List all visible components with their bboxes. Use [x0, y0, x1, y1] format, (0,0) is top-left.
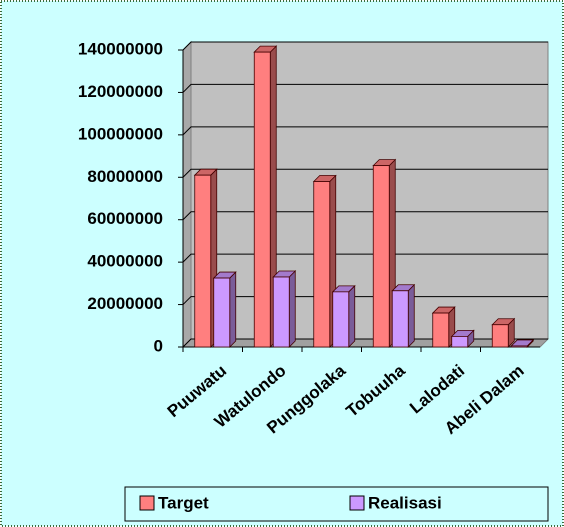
legend-box [124, 486, 549, 522]
bar-front [272, 276, 290, 348]
y-tick-label: 100000000 [78, 124, 163, 143]
legend-label: Realisasi [368, 493, 442, 512]
bar-front [372, 165, 390, 348]
bar [391, 283, 416, 348]
y-tick-label: 40000000 [87, 252, 163, 271]
bar [491, 317, 516, 348]
grid-line [182, 296, 548, 305]
y-tick-label: 140000000 [78, 39, 163, 58]
bar-front [451, 335, 469, 348]
bar [331, 284, 356, 348]
bar-side [348, 284, 356, 348]
grid-line [182, 168, 548, 178]
bar [510, 338, 535, 348]
bar [272, 270, 297, 348]
grid-line [182, 41, 548, 51]
bar [253, 45, 278, 348]
y-tick-label: 0 [154, 336, 163, 355]
grid-line [182, 83, 548, 93]
legend-swatch [139, 495, 155, 511]
y-tick-label: 60000000 [87, 209, 163, 228]
legend-swatch [349, 495, 365, 511]
bar [212, 271, 237, 348]
bar-front [491, 324, 509, 348]
y-tick-label: 20000000 [87, 294, 163, 313]
grid-line [182, 338, 548, 348]
grid-line [182, 126, 548, 136]
bar-front [510, 345, 528, 348]
bar-front [432, 312, 450, 348]
legend: Target Realisasi [124, 486, 549, 522]
bar-side [229, 271, 237, 348]
bar-side [407, 283, 415, 348]
bar-front [194, 174, 212, 348]
grid-line [182, 211, 548, 221]
bar [450, 329, 475, 348]
bar [431, 306, 456, 348]
bar-front [313, 181, 331, 348]
bar-front [332, 291, 350, 348]
y-tick-label: 120000000 [78, 82, 163, 101]
bar-front [253, 51, 271, 348]
legend-label: Target [158, 493, 209, 512]
back-wall [190, 41, 549, 340]
y-tick-label: 80000000 [87, 167, 163, 186]
bar-front [213, 277, 231, 348]
bar-front [391, 290, 409, 348]
bar-side [288, 270, 296, 348]
grid-line [182, 253, 548, 263]
